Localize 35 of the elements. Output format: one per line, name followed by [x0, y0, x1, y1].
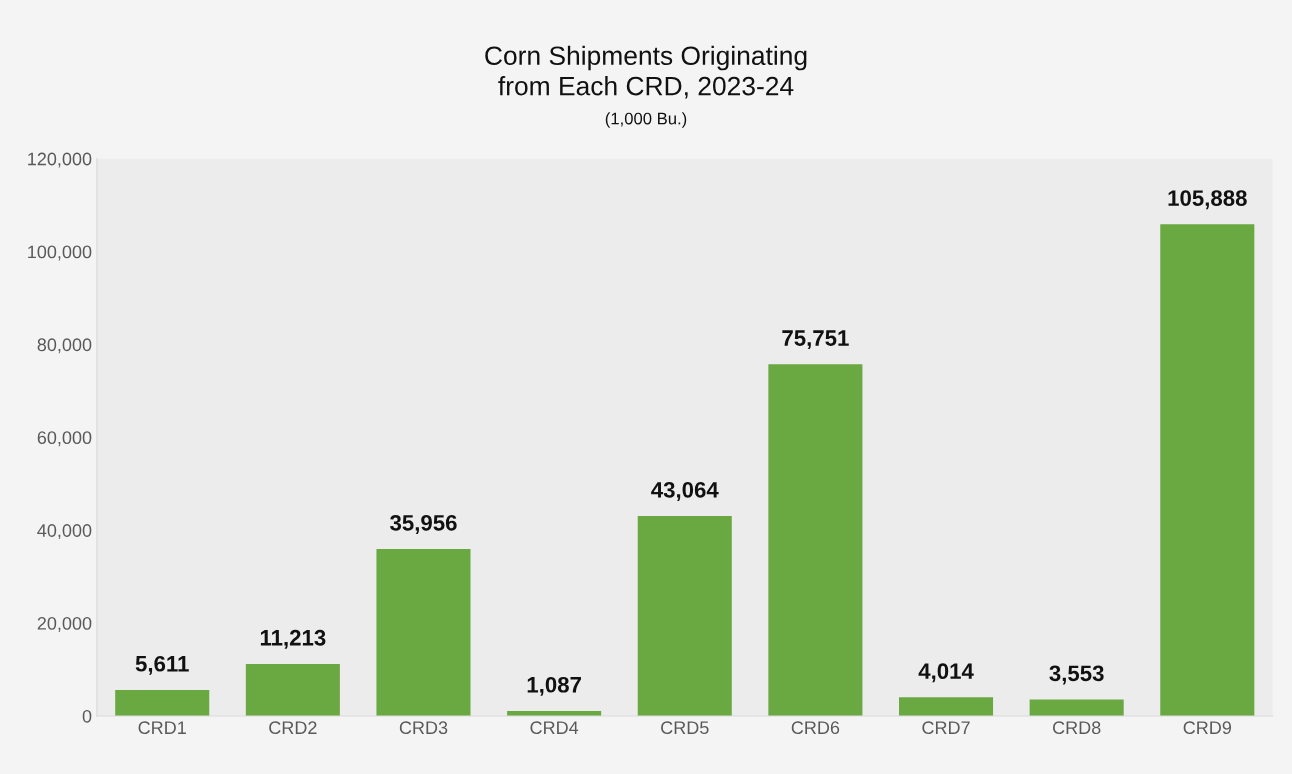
y-tick-label: 20,000 — [37, 617, 92, 632]
bar — [1029, 699, 1124, 716]
bar — [115, 689, 210, 716]
data-label: 35,956 — [390, 514, 457, 534]
x-tick-label: CRD1 — [138, 721, 186, 735]
data-label: 11,213 — [260, 629, 326, 649]
data-label: 43,064 — [651, 481, 719, 501]
x-tick-label: CRD8 — [1053, 721, 1101, 735]
bar — [245, 663, 340, 716]
data-label: 3,553 — [1049, 665, 1104, 685]
chart-subtitle: (1,000 Bu.) — [605, 112, 687, 128]
data-label: 1,087 — [527, 676, 581, 696]
bar — [637, 515, 732, 716]
bar — [376, 548, 471, 716]
y-tick-label: 40,000 — [37, 524, 92, 540]
x-tick-label: CRD5 — [661, 721, 709, 735]
bar — [899, 697, 994, 716]
x-tick-label: CRD9 — [1183, 721, 1232, 735]
x-tick-label: CRD3 — [399, 721, 448, 735]
y-tick-label: 120,000 — [28, 152, 92, 168]
data-label: 4,014 — [918, 663, 974, 683]
data-label: 75,751 — [782, 330, 849, 350]
y-tick-label: 100,000 — [28, 245, 92, 261]
x-tick-label: CRD7 — [922, 721, 970, 735]
data-label: 105,888 — [1168, 190, 1247, 210]
x-tick-label: CRD6 — [791, 721, 840, 735]
chart-title: Corn Shipments Originating from Each CRD, 2023-24 — [485, 45, 807, 99]
y-tick-label: 60,000 — [37, 431, 92, 447]
y-tick-label: 0 — [82, 709, 92, 723]
bar — [1160, 224, 1255, 716]
x-tick-label: CRD2 — [269, 721, 317, 735]
data-label: 5,611 — [135, 655, 189, 675]
y-tick-label: 80,000 — [37, 338, 92, 354]
x-tick-label: CRD4 — [530, 721, 579, 735]
bar — [768, 364, 863, 716]
